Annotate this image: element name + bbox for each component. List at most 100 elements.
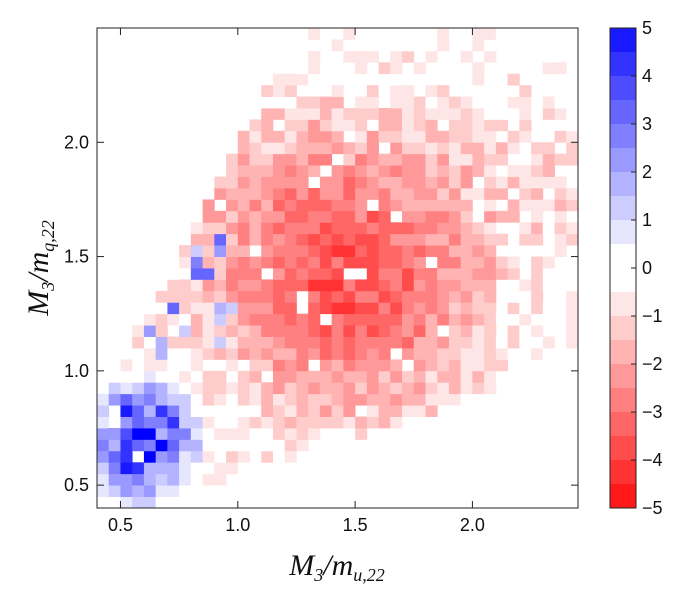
heatmap-cell [296, 325, 309, 337]
heatmap-cell [202, 336, 215, 349]
heatmap-cell [366, 256, 379, 269]
heatmap-cell [402, 382, 415, 395]
heatmap-cell [437, 393, 450, 406]
heatmap-cell [366, 176, 379, 189]
heatmap-cell [179, 485, 192, 497]
heatmap-cell [261, 336, 274, 349]
heatmap-cell [284, 382, 297, 395]
heatmap-cell [272, 416, 286, 429]
heatmap-cell [190, 336, 203, 349]
heatmap-cell [448, 210, 462, 223]
heatmap-cell [284, 302, 297, 315]
heatmap-cell [413, 290, 426, 303]
heatmap-cell [448, 222, 462, 235]
heatmap-cell [308, 153, 321, 166]
heatmap-cell [331, 130, 344, 143]
heatmap-cell [179, 325, 192, 337]
heatmap-cell [308, 165, 321, 177]
heatmap-cell [402, 142, 415, 155]
heatmap-cell [484, 233, 497, 246]
heatmap-cell [378, 336, 391, 349]
heatmap-cell [308, 73, 321, 86]
heatmap-cell [448, 50, 462, 63]
heatmap-cell [390, 268, 403, 280]
heatmap-cell [272, 382, 286, 395]
heatmap-cell [237, 428, 250, 440]
heatmap-cell [402, 256, 415, 269]
heatmap-cell [284, 290, 297, 303]
heatmap-cell [343, 176, 356, 189]
heatmap-cell [402, 28, 415, 40]
heatmap-cell [214, 302, 227, 315]
heatmap-cell [566, 336, 579, 349]
heatmap-cell [132, 370, 145, 383]
heatmap-cell [319, 382, 333, 395]
heatmap-cell [226, 382, 239, 395]
heatmap-cell [355, 62, 368, 75]
heatmap-cell [437, 359, 450, 372]
heatmap-cell [261, 439, 274, 452]
heatmap-cell [308, 405, 321, 417]
heatmap-cell [425, 108, 438, 120]
heatmap-cell [484, 313, 497, 326]
heatmap-cell [542, 96, 555, 109]
heatmap-cell [179, 370, 192, 383]
heatmap-cell [390, 245, 403, 257]
heatmap-cell [179, 256, 192, 269]
heatmap-cell [472, 188, 485, 200]
heatmap-cell [226, 279, 239, 292]
heatmap-cell [167, 450, 180, 463]
heatmap-cell [167, 279, 180, 292]
heatmap-cell [519, 119, 532, 132]
heatmap-cell [237, 336, 250, 349]
heatmap-cell [237, 290, 250, 303]
heatmap-cell [237, 313, 250, 326]
heatmap-cell [249, 405, 262, 417]
heatmap-cell [472, 313, 485, 326]
heatmap-cell [460, 245, 473, 257]
heatmap-cell [390, 336, 403, 349]
heatmap-cell [437, 62, 450, 75]
heatmap-cell [331, 96, 344, 109]
heatmap-cell [460, 130, 473, 143]
heatmap-cell [319, 130, 333, 143]
heatmap-cell [190, 302, 203, 315]
heatmap-cell [319, 325, 333, 337]
heatmap-cell [272, 96, 286, 109]
heatmap-cell [190, 222, 203, 235]
heatmap-cell [237, 416, 250, 429]
heatmap-cell [554, 188, 567, 200]
heatmap-cell [448, 348, 462, 360]
heatmap-cell [472, 108, 485, 120]
heatmap-cell [390, 39, 403, 52]
heatmap-cell [484, 245, 497, 257]
heatmap-cell [272, 233, 286, 246]
heatmap-cell [202, 256, 215, 269]
heatmap-cell [390, 96, 403, 109]
heatmap-cell [179, 290, 192, 303]
heatmap-cell [402, 85, 415, 97]
heatmap-cell [343, 50, 356, 63]
heatmap-cell [308, 336, 321, 349]
heatmap-cell [237, 325, 250, 337]
heatmap-cell [390, 165, 403, 177]
heatmap-cell [531, 210, 544, 223]
heatmap-cell [437, 336, 450, 349]
heatmap-cell [460, 256, 473, 269]
heatmap-cell [542, 268, 555, 280]
heatmap-cell [484, 119, 497, 132]
heatmap-cell [132, 439, 145, 452]
heatmap-cell [331, 165, 344, 177]
heatmap-cell [97, 428, 110, 440]
heatmap-cell [331, 39, 344, 52]
heatmap-cell [460, 302, 473, 315]
colorbar-tick-label: 0 [642, 258, 652, 278]
heatmap-cell [284, 359, 297, 372]
heatmap-cell [331, 370, 344, 383]
heatmap-cell [190, 473, 203, 486]
heatmap-cell [460, 393, 473, 406]
heatmap-cell [214, 405, 227, 417]
heatmap-cell [402, 119, 415, 132]
heatmap-cell [284, 439, 297, 452]
